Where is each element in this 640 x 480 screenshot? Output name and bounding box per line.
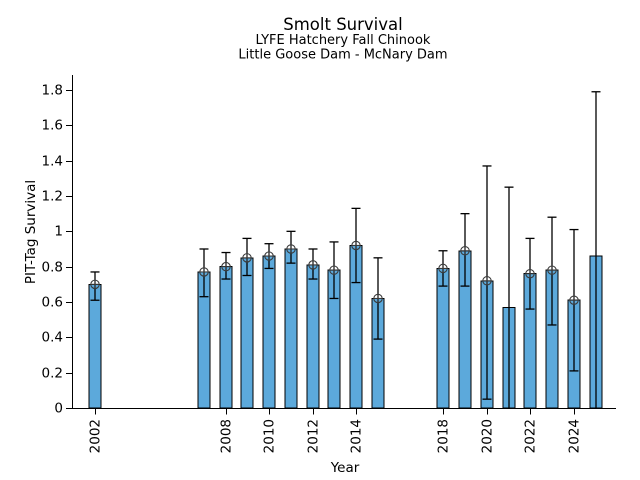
chart-subtitle-line2: Little Goose Dam - McNary Dam bbox=[238, 48, 447, 63]
x-tick-label: 2022 bbox=[523, 419, 539, 453]
x-tick-label: 2010 bbox=[262, 419, 278, 453]
y-tick-label: 1.2 bbox=[42, 189, 63, 205]
bar-2011 bbox=[284, 248, 298, 409]
y-tick-label: 0.2 bbox=[42, 366, 63, 382]
bar-2010 bbox=[262, 255, 276, 409]
x-tick-label: 2012 bbox=[306, 419, 322, 453]
chart-title: Smolt Survival bbox=[283, 15, 402, 34]
bar-2009 bbox=[240, 257, 254, 409]
y-tick-label: 0.4 bbox=[42, 330, 63, 346]
y-axis-label: PIT-Tag Survival bbox=[23, 180, 39, 284]
y-tick-label: 0.6 bbox=[42, 295, 63, 311]
bar-2002 bbox=[88, 283, 102, 409]
chart-subtitle-line1: LYFE Hatchery Fall Chinook bbox=[256, 33, 431, 48]
y-tick-label: 0 bbox=[54, 401, 63, 417]
bar-2018 bbox=[436, 267, 450, 409]
x-tick-label: 2008 bbox=[219, 419, 235, 453]
x-tick-label: 2024 bbox=[567, 419, 583, 453]
x-axis-label: Year bbox=[330, 460, 360, 476]
bar-2012 bbox=[306, 264, 320, 409]
bar-2008 bbox=[219, 266, 233, 409]
x-tick-label: 2020 bbox=[480, 419, 496, 453]
y-tick-label: 1.4 bbox=[42, 154, 63, 170]
y-tick-label: 1 bbox=[54, 224, 63, 240]
x-tick-label: 2018 bbox=[436, 419, 452, 453]
y-tick-label: 0.8 bbox=[42, 260, 63, 276]
y-tick-label: 1.6 bbox=[42, 118, 63, 134]
y-tick-label: 1.8 bbox=[42, 83, 63, 99]
x-tick-label: 2014 bbox=[349, 419, 365, 453]
plot-area: 0 0.2 0.4 0.6 0.8 1 1.2 1.4 1.6 1.8 2002 2008 2010 20… bbox=[42, 75, 616, 453]
x-tick-label: 2002 bbox=[88, 419, 104, 453]
